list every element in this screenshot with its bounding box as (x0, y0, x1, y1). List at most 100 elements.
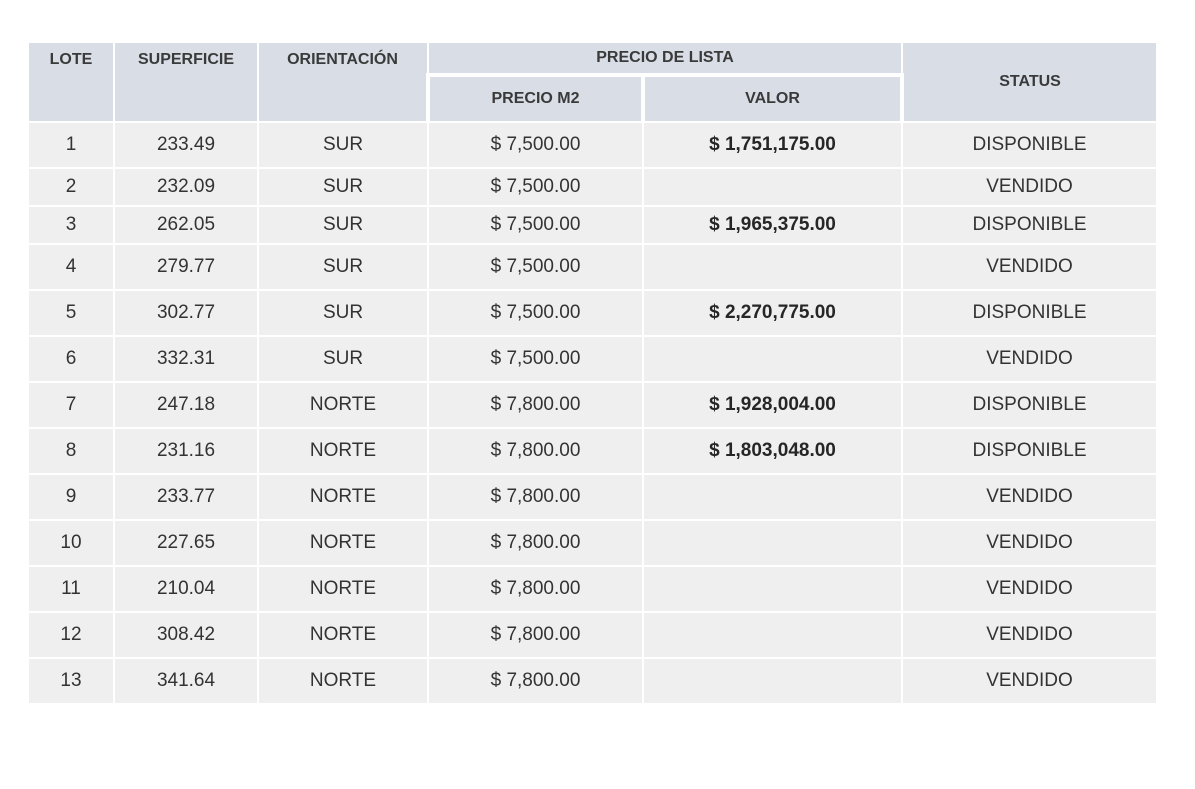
cell-valor: $ 1,928,004.00 (642, 381, 903, 429)
cell-lote: 4 (27, 243, 115, 291)
cell-valor (642, 565, 903, 613)
cell-status: VENDIDO (901, 473, 1158, 521)
header-superficie: SUPERFICIE (113, 41, 259, 123)
cell-precio-m2: $ 7,500.00 (427, 335, 644, 383)
cell-lote: 3 (27, 205, 115, 245)
cell-precio-m2: $ 7,800.00 (427, 657, 644, 705)
cell-orientacion: NORTE (257, 427, 429, 475)
table-header: LOTE SUPERFICIE ORIENTACIÓN PRECIO DE LI… (27, 41, 1158, 123)
cell-precio-m2: $ 7,800.00 (427, 611, 644, 659)
cell-precio-m2: $ 7,800.00 (427, 519, 644, 567)
cell-superficie: 210.04 (113, 565, 259, 613)
cell-status: DISPONIBLE (901, 427, 1158, 475)
cell-status: VENDIDO (901, 243, 1158, 291)
header-lote: LOTE (27, 41, 115, 123)
table-row: 2 232.09 SUR $ 7,500.00 VENDIDO (27, 167, 1158, 207)
cell-superficie: 341.64 (113, 657, 259, 705)
header-status: STATUS (901, 41, 1158, 123)
cell-status: DISPONIBLE (901, 381, 1158, 429)
cell-orientacion: NORTE (257, 565, 429, 613)
cell-orientacion: SUR (257, 289, 429, 337)
cell-valor (642, 519, 903, 567)
table-row: 4 279.77 SUR $ 7,500.00 VENDIDO (27, 243, 1158, 291)
cell-orientacion: NORTE (257, 381, 429, 429)
cell-lote: 6 (27, 335, 115, 383)
header-valor: VALOR (641, 74, 904, 123)
cell-orientacion: SUR (257, 335, 429, 383)
cell-orientacion: NORTE (257, 657, 429, 705)
cell-valor: $ 2,270,775.00 (642, 289, 903, 337)
cell-precio-m2: $ 7,800.00 (427, 427, 644, 475)
cell-superficie: 233.49 (113, 121, 259, 169)
cell-status: DISPONIBLE (901, 121, 1158, 169)
cell-lote: 13 (27, 657, 115, 705)
cell-lote: 1 (27, 121, 115, 169)
cell-lote: 2 (27, 167, 115, 207)
cell-superficie: 247.18 (113, 381, 259, 429)
cell-lote: 12 (27, 611, 115, 659)
cell-lote: 10 (27, 519, 115, 567)
cell-lote: 7 (27, 381, 115, 429)
cell-orientacion: SUR (257, 121, 429, 169)
table-row: 9 233.77 NORTE $ 7,800.00 VENDIDO (27, 473, 1158, 521)
header-orientacion: ORIENTACIÓN (257, 41, 429, 123)
cell-lote: 8 (27, 427, 115, 475)
cell-status: DISPONIBLE (901, 205, 1158, 245)
cell-orientacion: SUR (257, 205, 429, 245)
table-row: 5 302.77 SUR $ 7,500.00 $ 2,270,775.00 DISPON… (27, 289, 1158, 337)
cell-orientacion: NORTE (257, 473, 429, 521)
cell-orientacion: NORTE (257, 611, 429, 659)
cell-precio-m2: $ 7,500.00 (427, 289, 644, 337)
table-row: 7 247.18 NORTE $ 7,800.00 $ 1,928,004.00 DISP… (27, 381, 1158, 429)
cell-orientacion: SUR (257, 167, 429, 207)
cell-valor (642, 335, 903, 383)
table-row: 3 262.05 SUR $ 7,500.00 $ 1,965,375.00 DISPON… (27, 205, 1158, 245)
cell-orientacion: NORTE (257, 519, 429, 567)
cell-superficie: 233.77 (113, 473, 259, 521)
cell-superficie: 227.65 (113, 519, 259, 567)
cell-superficie: 308.42 (113, 611, 259, 659)
cell-valor: $ 1,751,175.00 (642, 121, 903, 169)
cell-superficie: 262.05 (113, 205, 259, 245)
cell-precio-m2: $ 7,800.00 (427, 473, 644, 521)
cell-lote: 11 (27, 565, 115, 613)
cell-valor (642, 167, 903, 207)
cell-status: DISPONIBLE (901, 289, 1158, 337)
cell-status: VENDIDO (901, 167, 1158, 207)
cell-superficie: 332.31 (113, 335, 259, 383)
cell-valor (642, 657, 903, 705)
table-row: 12 308.42 NORTE $ 7,800.00 VENDIDO (27, 611, 1158, 659)
lots-table: LOTE SUPERFICIE ORIENTACIÓN PRECIO DE LI… (27, 41, 1158, 705)
cell-status: VENDIDO (901, 565, 1158, 613)
table-row: 10 227.65 NORTE $ 7,800.00 VENDIDO (27, 519, 1158, 567)
price-list-sheet: LOTE SUPERFICIE ORIENTACIÓN PRECIO DE LI… (27, 41, 1158, 705)
cell-superficie: 231.16 (113, 427, 259, 475)
table-row: 1 233.49 SUR $ 7,500.00 $ 1,751,175.00 DISPON… (27, 121, 1158, 169)
header-precio-de-lista: PRECIO DE LISTA (427, 41, 903, 77)
cell-superficie: 279.77 (113, 243, 259, 291)
table-body: 1 233.49 SUR $ 7,500.00 $ 1,751,175.00 DISPON… (27, 121, 1158, 705)
header-precio-m2: PRECIO M2 (426, 74, 645, 123)
cell-orientacion: SUR (257, 243, 429, 291)
cell-status: VENDIDO (901, 335, 1158, 383)
cell-status: VENDIDO (901, 519, 1158, 567)
cell-status: VENDIDO (901, 611, 1158, 659)
cell-valor (642, 243, 903, 291)
cell-valor (642, 473, 903, 521)
cell-superficie: 232.09 (113, 167, 259, 207)
cell-lote: 9 (27, 473, 115, 521)
table-row: 6 332.31 SUR $ 7,500.00 VENDIDO (27, 335, 1158, 383)
cell-valor: $ 1,803,048.00 (642, 427, 903, 475)
cell-status: VENDIDO (901, 657, 1158, 705)
table-row: 13 341.64 NORTE $ 7,800.00 VENDIDO (27, 657, 1158, 705)
cell-superficie: 302.77 (113, 289, 259, 337)
cell-lote: 5 (27, 289, 115, 337)
table-row: 8 231.16 NORTE $ 7,800.00 $ 1,803,048.00 DISP… (27, 427, 1158, 475)
cell-precio-m2: $ 7,800.00 (427, 381, 644, 429)
cell-valor (642, 611, 903, 659)
cell-valor: $ 1,965,375.00 (642, 205, 903, 245)
cell-precio-m2: $ 7,500.00 (427, 243, 644, 291)
cell-precio-m2: $ 7,500.00 (427, 167, 644, 207)
cell-precio-m2: $ 7,800.00 (427, 565, 644, 613)
table-row: 11 210.04 NORTE $ 7,800.00 VENDIDO (27, 565, 1158, 613)
